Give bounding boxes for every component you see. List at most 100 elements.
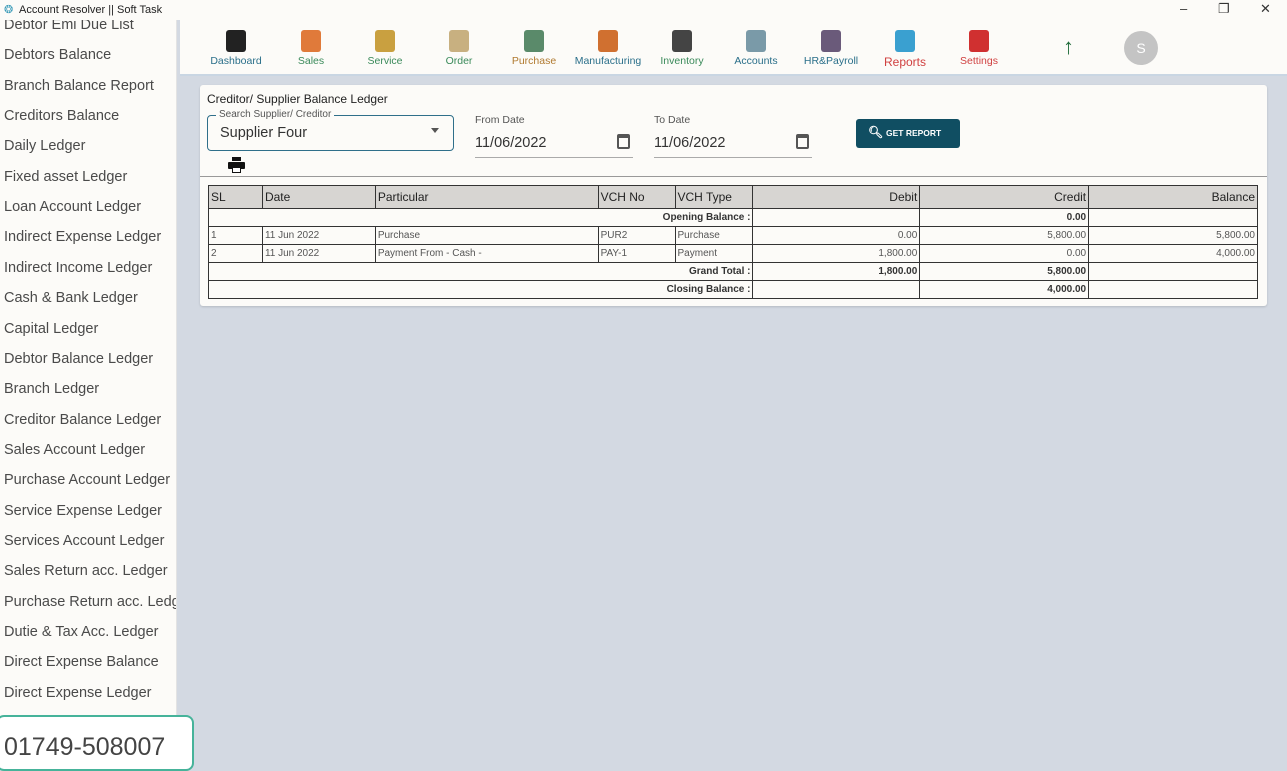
search-icon: 🔍︎ — [868, 125, 884, 139]
sidebar-item[interactable]: Fixed asset Ledger — [4, 168, 128, 185]
from-date-label: From Date — [475, 114, 525, 126]
toolbar-label: Purchase — [511, 55, 557, 67]
grand-row: Grand Total :1,800.00 5,800.00 — [207, 262, 1258, 281]
table-cell: 4,000.00 — [1088, 244, 1258, 263]
order-icon — [449, 30, 469, 52]
sidebar-item[interactable]: Cash & Bank Ledger — [4, 290, 138, 307]
sidebar-item[interactable]: Service Expense Ledger — [4, 502, 162, 519]
purchase-icon — [524, 30, 544, 52]
sidebar-item[interactable]: Services Account Ledger — [4, 532, 165, 549]
sidebar-item[interactable]: Debtors Balance — [4, 47, 112, 64]
to-date-value: 11/06/2022 — [654, 135, 726, 151]
toolbar-label: HR&Payroll — [803, 55, 859, 67]
toolbar-sales-button[interactable]: Sales — [271, 30, 351, 67]
from-date-value: 11/06/2022 — [475, 135, 547, 151]
sidebar-item[interactable]: Purchase Return acc. Ledger — [4, 593, 177, 610]
sidebar-item[interactable]: Daily Ledger — [4, 138, 86, 155]
table-row: 2 11 Jun 2022 Payment From - Cash - PAY-1 Pa… — [208, 244, 1258, 263]
to-date-field[interactable]: To Date 11/06/2022 — [654, 113, 812, 158]
sidebar: Debtor Emi Due List Debtors Balance Branch… — [0, 20, 177, 767]
avatar[interactable]: S — [1124, 31, 1158, 65]
column-header: Debit — [752, 185, 921, 209]
inventory-icon — [672, 30, 692, 52]
sidebar-item[interactable]: Direct Expense Balance — [4, 654, 159, 671]
toolbar-settings-button[interactable]: Settings — [939, 30, 1019, 67]
from-date-field[interactable]: From Date 11/06/2022 — [475, 113, 633, 158]
closing-credit: 4,000.00 — [919, 280, 1090, 299]
grand-debit: 1,800.00 — [752, 262, 921, 281]
table-cell: 2 — [208, 244, 263, 263]
column-header: Credit — [919, 185, 1090, 209]
closing-debit — [752, 280, 921, 299]
get-report-label: GET REPORT — [886, 128, 942, 138]
toolbar-manufacturing-button[interactable]: Manufacturing — [568, 30, 648, 67]
sidebar-item[interactable]: Branch Ledger — [4, 381, 100, 398]
closing-balance — [1088, 280, 1258, 299]
opening-label: Opening Balance : — [207, 208, 754, 227]
sidebar-item[interactable]: Direct Expense Ledger — [4, 684, 152, 701]
table-cell: 0.00 — [919, 244, 1090, 263]
toolbar-label: Dashboard — [210, 55, 262, 67]
minimize-button[interactable]: – — [1180, 1, 1188, 16]
sidebar-item[interactable]: Purchase Account Ledger — [4, 472, 171, 489]
toolbar-service-button[interactable]: Service — [345, 30, 425, 67]
supplier-value: Supplier Four — [220, 125, 308, 141]
toolbar-inventory-button[interactable]: Inventory — [642, 30, 722, 67]
title-bar: ❂ Account Resolver || Soft Task – ❐ ✕ — [0, 0, 1287, 20]
service-icon — [375, 30, 395, 52]
toolbar-purchase-button[interactable]: Purchase — [494, 30, 574, 67]
table-cell: 11 Jun 2022 — [261, 244, 376, 263]
divider — [200, 176, 1267, 177]
calendar-icon[interactable] — [796, 134, 809, 149]
arrow-up-icon[interactable]: ↑ — [1063, 34, 1074, 59]
calendar-icon[interactable] — [617, 134, 630, 149]
close-button[interactable]: ✕ — [1260, 1, 1271, 16]
page-title: Creditor/ Supplier Balance Ledger — [207, 92, 388, 106]
toolbar-accounts-button[interactable]: Accounts — [716, 30, 796, 67]
column-header: Date — [261, 185, 376, 209]
window-title: Account Resolver || Soft Task — [19, 4, 163, 16]
opening-row: Opening Balance : 0.00 — [207, 208, 1258, 227]
toolbar-hr-payroll-button[interactable]: HR&Payroll — [791, 30, 871, 67]
toolbar-label: Order — [445, 55, 473, 67]
chevron-down-icon — [431, 128, 439, 133]
to-date-label: To Date — [654, 114, 691, 126]
sidebar-item[interactable]: Debtor Emi Due List — [4, 20, 134, 33]
table-cell: PUR2 — [597, 226, 676, 245]
sidebar-item[interactable]: Creditors Balance — [4, 108, 120, 125]
column-header: VCH No — [597, 185, 676, 209]
toolbar-label: Inventory — [660, 55, 704, 67]
toolbar-dashboard-button[interactable]: Dashboard — [196, 30, 276, 67]
sidebar-item[interactable]: Loan Account Ledger — [4, 199, 142, 216]
app-logo-icon: ❂ — [4, 4, 14, 16]
report-card: Creditor/ Supplier Balance Ledger Search… — [200, 85, 1267, 306]
sidebar-item[interactable]: Debtor Balance Ledger — [4, 350, 154, 367]
sidebar-item[interactable]: Creditor Balance Ledger — [4, 411, 162, 428]
opening-debit — [752, 208, 921, 227]
dashboard-icon — [226, 30, 246, 52]
print-icon[interactable] — [228, 157, 245, 173]
get-report-button[interactable]: 🔍︎ GET REPORT — [856, 119, 960, 148]
toolbar-order-button[interactable]: Order — [419, 30, 499, 67]
opening-balance — [1088, 208, 1258, 227]
sales-icon — [301, 30, 321, 52]
grand-balance — [1088, 262, 1258, 281]
table-cell: Purchase — [374, 226, 599, 245]
sidebar-item[interactable]: Sales Account Ledger — [4, 441, 146, 458]
sidebar-item[interactable]: Sales Return acc. Ledger — [4, 563, 168, 580]
grand-label: Grand Total : — [207, 262, 754, 281]
sidebar-item[interactable]: Indirect Income Ledger — [4, 259, 153, 276]
table-cell: PAY-1 — [597, 244, 676, 263]
sidebar-item[interactable]: Capital Ledger — [4, 320, 99, 337]
closing-row: Closing Balance : 4,000.00 — [207, 280, 1258, 299]
table-cell: 5,800.00 — [919, 226, 1090, 245]
toolbar-reports-button[interactable]: Reports — [865, 30, 945, 69]
sidebar-item[interactable]: Indirect Expense Ledger — [4, 229, 162, 246]
table-cell: 5,800.00 — [1088, 226, 1258, 245]
sidebar-item[interactable]: Branch Balance Report — [4, 77, 154, 94]
restore-button[interactable]: ❐ — [1218, 1, 1230, 16]
column-header: Balance — [1088, 185, 1258, 209]
supplier-select[interactable]: Search Supplier/ Creditor Supplier Four — [207, 109, 454, 151]
sidebar-item[interactable]: Dutie & Tax Acc. Ledger — [4, 624, 159, 640]
toolbar-label: Manufacturing — [574, 55, 642, 67]
